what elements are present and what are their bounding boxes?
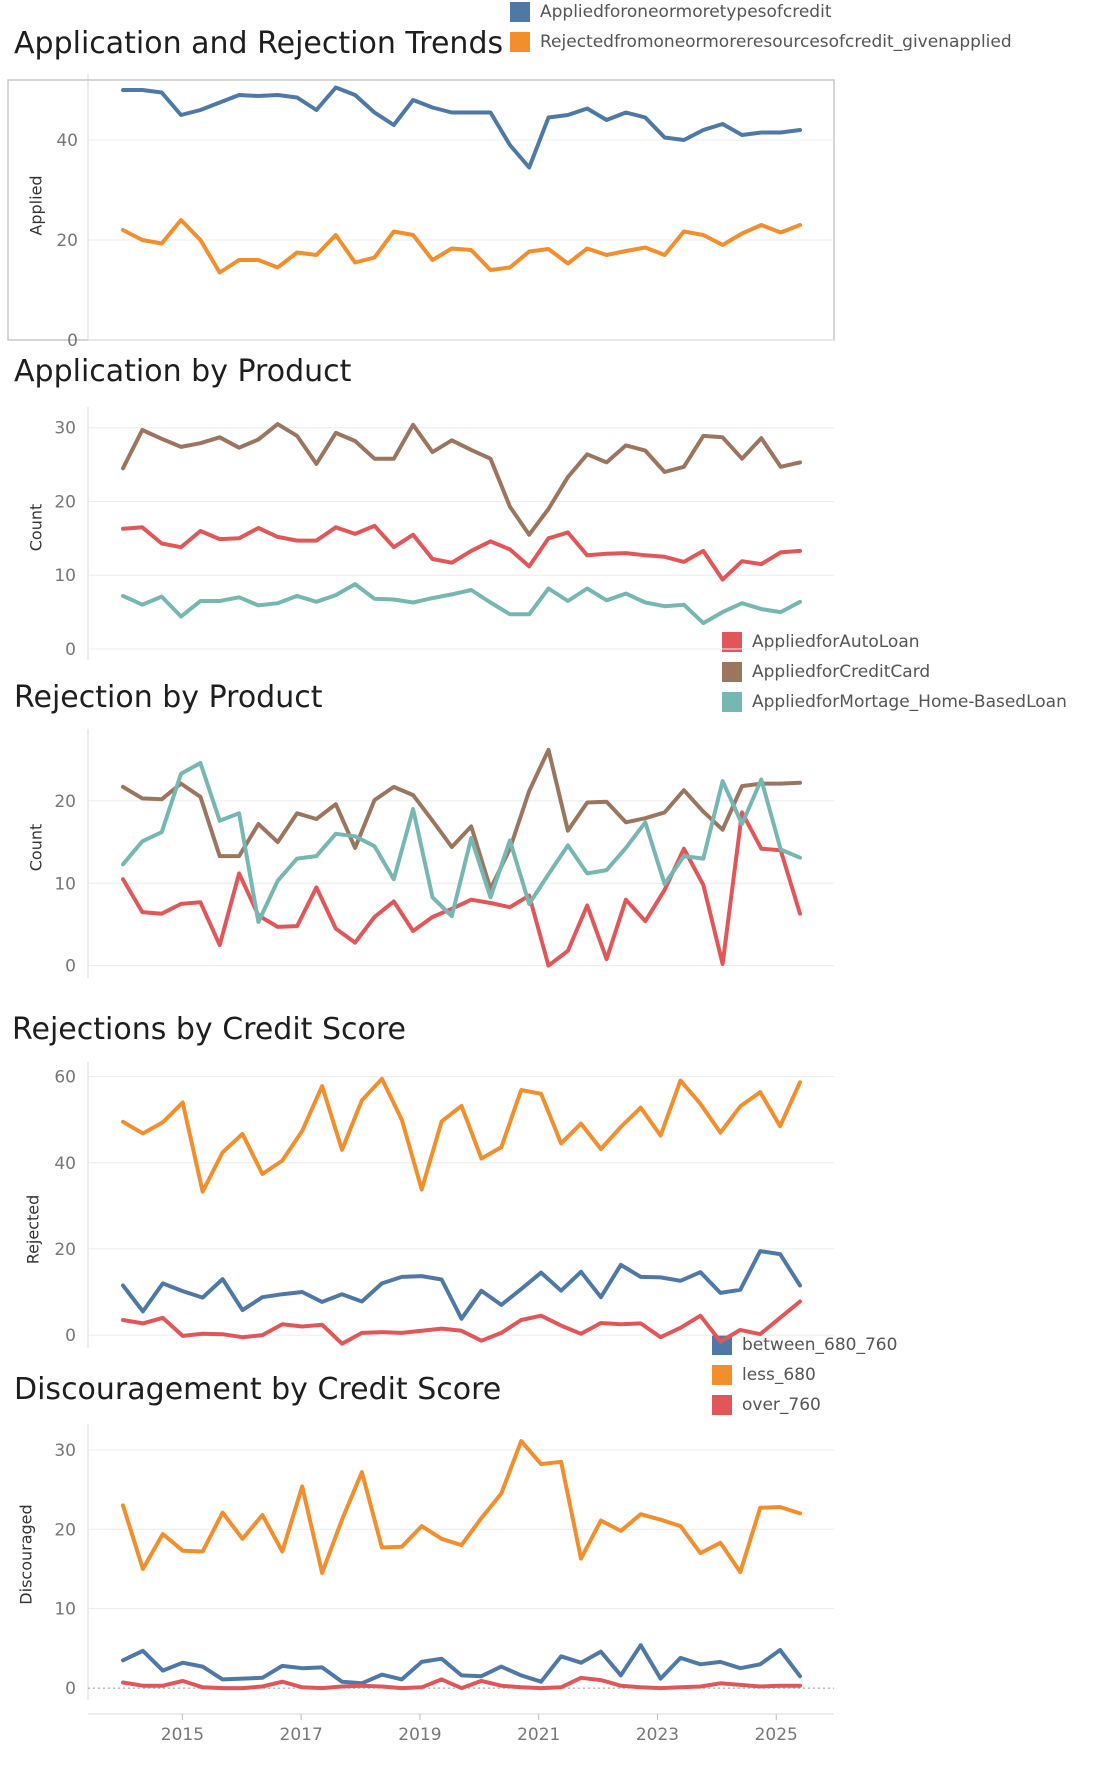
y-tick-label: 0 bbox=[65, 1679, 76, 1699]
legend-label: AppliedforCreditCard bbox=[752, 662, 931, 682]
y-tick-label: 40 bbox=[54, 1154, 76, 1174]
y-tick-label: 0 bbox=[67, 331, 78, 351]
y-tick-label: 0 bbox=[65, 640, 76, 660]
chart-4: 0 20 40 60 bbox=[54, 1062, 834, 1348]
legend-swatch bbox=[510, 2, 530, 22]
y-tick-label: 30 bbox=[54, 1441, 76, 1461]
y-tick-label: 10 bbox=[54, 1600, 76, 1620]
series-line-between-680-760[interactable] bbox=[121, 1643, 802, 1686]
chart-3-title: Rejection by Product bbox=[14, 680, 323, 715]
legend-label: AppliedforMortage_Home-BasedLoan bbox=[752, 692, 1067, 712]
chart-1-title: Application and Rejection Trends bbox=[14, 26, 504, 61]
credit-score-legend: between_680_760 less_680 over_760 bbox=[712, 1330, 897, 1420]
chart-5: 0 10 20 30 2015 2017 2019 2021 2023 2025 bbox=[54, 1424, 834, 1745]
y-tick-label: 10 bbox=[54, 874, 76, 894]
legend-label: over_760 bbox=[742, 1395, 821, 1415]
x-tick-label: 2017 bbox=[280, 1725, 323, 1745]
legend-label: AppliedforAutoLoan bbox=[752, 632, 920, 652]
series-line-appliedforoneormoretypesofcredit[interactable] bbox=[121, 85, 802, 170]
legend-swatch bbox=[712, 1365, 732, 1385]
series-line-less-680[interactable] bbox=[121, 1439, 802, 1575]
y-tick-label: 0 bbox=[65, 1326, 76, 1346]
series-line-less-680[interactable] bbox=[121, 1076, 802, 1194]
chart-1: 0 20 40 bbox=[7, 74, 835, 351]
y-tick-label: 20 bbox=[56, 231, 78, 251]
chart-5-title: Discouragement by Credit Score bbox=[14, 1372, 502, 1407]
series-line-appliedforcreditcard[interactable] bbox=[121, 747, 802, 891]
legend-swatch bbox=[510, 32, 530, 52]
series-line-over-760[interactable] bbox=[121, 1299, 802, 1346]
x-tick-label: 2019 bbox=[398, 1725, 441, 1745]
y-tick-label: 20 bbox=[54, 1520, 76, 1540]
x-tick-label: 2021 bbox=[517, 1725, 560, 1745]
legend-swatch bbox=[722, 692, 742, 712]
chart-1-legend: Appliedforoneormoretypesofcredit Rejecte… bbox=[510, 0, 1012, 57]
legend-swatch bbox=[722, 632, 742, 652]
legend-label: between_680_760 bbox=[742, 1335, 898, 1355]
product-legend: AppliedforAutoLoan AppliedforCreditCard … bbox=[722, 627, 1067, 717]
legend-swatch bbox=[712, 1395, 732, 1415]
y-tick-label: 10 bbox=[54, 566, 76, 586]
y-tick-label: 20 bbox=[54, 492, 76, 512]
y-tick-label: 40 bbox=[56, 131, 78, 151]
legend-item-mortgage[interactable]: AppliedforMortage_Home-BasedLoan bbox=[722, 687, 1067, 717]
legend-label: less_680 bbox=[742, 1365, 816, 1385]
legend-label: Appliedforoneormoretypesofcredit bbox=[540, 2, 832, 22]
series-line-appliedformortage-home-basedloan[interactable] bbox=[121, 761, 802, 924]
legend-item-auto-loan[interactable]: AppliedforAutoLoan bbox=[722, 627, 1067, 657]
series-line-over-760[interactable] bbox=[121, 1675, 802, 1691]
series-line-rejectedfromoneormoreresourcesofcredit-givenapplied[interactable] bbox=[121, 218, 802, 275]
x-tick-label: 2023 bbox=[636, 1725, 679, 1745]
legend-swatch bbox=[722, 662, 742, 682]
x-tick-label: 2025 bbox=[755, 1725, 798, 1745]
legend-label: Rejectedfromoneormoreresourcesofcredit_g… bbox=[540, 32, 1012, 52]
series-line-appliedforautoloan[interactable] bbox=[121, 523, 802, 582]
y-tick-label: 30 bbox=[54, 419, 76, 439]
legend-item-rejected[interactable]: Rejectedfromoneormoreresourcesofcredit_g… bbox=[510, 27, 1012, 57]
y-tick-label: 20 bbox=[54, 792, 76, 812]
chart-2-title: Application by Product bbox=[14, 354, 352, 389]
legend-item-credit-card[interactable]: AppliedforCreditCard bbox=[722, 657, 1067, 687]
legend-item-over-760[interactable]: over_760 bbox=[712, 1390, 897, 1420]
legend-item-applied[interactable]: Appliedforoneormoretypesofcredit bbox=[510, 0, 1012, 27]
y-tick-label: 20 bbox=[54, 1240, 76, 1260]
x-tick-label: 2015 bbox=[161, 1725, 204, 1745]
legend-item-less-680[interactable]: less_680 bbox=[712, 1360, 897, 1390]
chart-2: 0 10 20 30 bbox=[54, 407, 834, 660]
series-line-appliedformortage-home-basedloan[interactable] bbox=[121, 582, 802, 626]
y-tick-label: 60 bbox=[54, 1068, 76, 1088]
chart-1-frame bbox=[7, 79, 835, 341]
y-tick-label: 0 bbox=[65, 957, 76, 977]
series-line-between-680-760[interactable] bbox=[121, 1249, 802, 1321]
chart-3: 0 10 20 bbox=[54, 729, 834, 978]
series-line-appliedforcreditcard[interactable] bbox=[121, 422, 802, 537]
chart-4-title: Rejections by Credit Score bbox=[12, 1012, 406, 1047]
